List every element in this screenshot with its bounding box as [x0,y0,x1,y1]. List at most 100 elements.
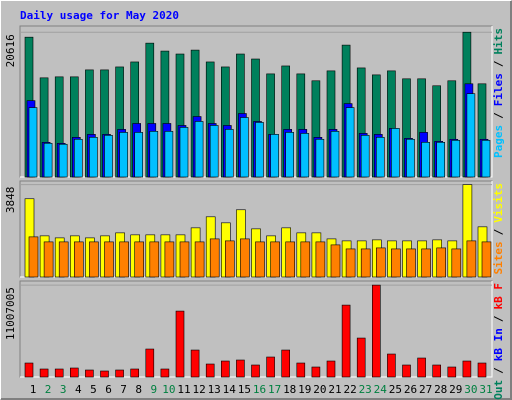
y-tick-label: 20616 [4,34,17,67]
legend-entry: kB In [492,328,505,361]
bar [421,142,430,178]
bar [209,125,219,178]
y-tick-label: 11007005 [4,287,17,340]
bar [451,248,462,278]
bar [236,359,245,378]
legend-entry: Pages [492,125,505,158]
bar [175,310,185,378]
x-tick-label: 6 [105,383,112,396]
x-tick-label: 23 [359,383,372,396]
bar [225,240,235,278]
x-tick-label: 10 [162,383,175,396]
bar [160,368,170,378]
bar [179,241,190,278]
bar [145,348,155,378]
bar [432,364,442,378]
bar [406,248,416,278]
bar [74,138,83,178]
bar [134,132,143,178]
bar [209,238,220,278]
bar [300,133,310,178]
bar [436,247,447,278]
x-tick-label: 26 [404,383,417,396]
plot-area [19,280,493,378]
x-tick-label: 20 [313,383,326,396]
bar [451,140,461,178]
bar [311,366,321,378]
x-tick-label: 14 [223,383,237,396]
x-tick-label: 1 [30,383,37,396]
bar [326,360,336,378]
legend-separator: / [492,315,505,322]
bar [130,368,139,378]
bar [255,122,264,178]
bar [402,364,411,378]
bar [119,241,129,278]
bar [119,132,128,178]
x-tick-label: 30 [464,383,477,396]
bar [179,127,189,178]
legend-separator: / [492,60,505,67]
bar [85,369,94,378]
bar [134,241,144,278]
bar [164,241,175,278]
x-tick-label: 17 [268,383,281,396]
x-tick-label: 5 [90,383,97,396]
bar [100,370,109,378]
chart-title: Daily usage for May 2020 [20,9,179,22]
bar [345,248,356,278]
x-tick-label: 15 [238,383,251,396]
bar [406,138,415,178]
x-tick-label: 12 [192,383,205,396]
bar [436,142,446,178]
bar [251,364,260,378]
x-tick-label: 27 [419,383,432,396]
x-tick-label: 18 [283,383,296,396]
x-tick-label: 24 [374,383,388,396]
x-tick-label: 19 [298,383,311,396]
x-tick-label: 16 [253,383,266,396]
bar [24,362,34,378]
bar [43,142,53,178]
x-tick-label: 7 [120,383,127,396]
bar [205,363,215,378]
bar [387,353,396,378]
bar [481,241,492,278]
bar [240,238,250,278]
legend-entry: Sites [492,241,505,274]
bar [28,236,39,278]
bar [466,93,476,178]
bar [43,241,54,278]
bar [194,241,205,278]
bar [255,241,265,278]
bar [447,366,457,378]
y-tick-label: 3848 [4,187,17,214]
legend-separator: / [492,112,505,119]
bar [164,131,174,178]
bar [70,367,79,378]
bar [356,337,366,378]
bar [104,135,113,178]
bar [315,241,326,278]
bar [266,356,275,378]
bar [54,368,64,378]
bar [330,131,340,178]
x-tick-label: 3 [60,383,67,396]
legend-entry: kB F [492,283,505,310]
bar [391,128,400,178]
bar [149,241,160,278]
x-tick-label: 2 [45,383,52,396]
bar [477,362,487,378]
x-tick-label: 11 [177,383,190,396]
bar [481,140,491,178]
bar [466,240,477,278]
bar [240,117,249,178]
bar [89,241,99,278]
bar [360,135,370,178]
bar [300,241,311,278]
legend-entry: Hits [492,28,505,55]
bar [74,241,84,278]
x-tick-label: 9 [150,383,157,396]
bar [360,248,371,278]
